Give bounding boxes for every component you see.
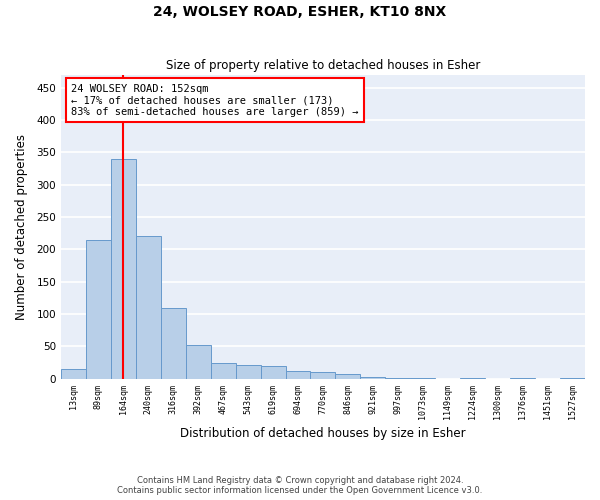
Bar [510,378,535,379]
Title: Size of property relative to detached houses in Esher: Size of property relative to detached ho… [166,59,480,72]
Bar [560,378,585,379]
Bar [61,369,86,379]
Y-axis label: Number of detached properties: Number of detached properties [15,134,28,320]
Bar [310,372,335,379]
Text: 24 WOLSEY ROAD: 152sqm
← 17% of detached houses are smaller (173)
83% of semi-de: 24 WOLSEY ROAD: 152sqm ← 17% of detached… [71,84,359,117]
X-axis label: Distribution of detached houses by size in Esher: Distribution of detached houses by size … [180,427,466,440]
Bar [186,345,211,379]
Bar [286,371,310,379]
Bar [460,378,485,379]
Bar [335,374,361,379]
Bar [111,158,136,379]
Bar [236,364,260,379]
Bar [136,236,161,379]
Text: Contains HM Land Registry data © Crown copyright and database right 2024.
Contai: Contains HM Land Registry data © Crown c… [118,476,482,495]
Bar [86,240,111,379]
Bar [260,366,286,379]
Bar [161,308,186,379]
Bar [211,362,236,379]
Text: 24, WOLSEY ROAD, ESHER, KT10 8NX: 24, WOLSEY ROAD, ESHER, KT10 8NX [154,5,446,19]
Bar [410,378,435,379]
Bar [361,377,385,379]
Bar [385,378,410,379]
